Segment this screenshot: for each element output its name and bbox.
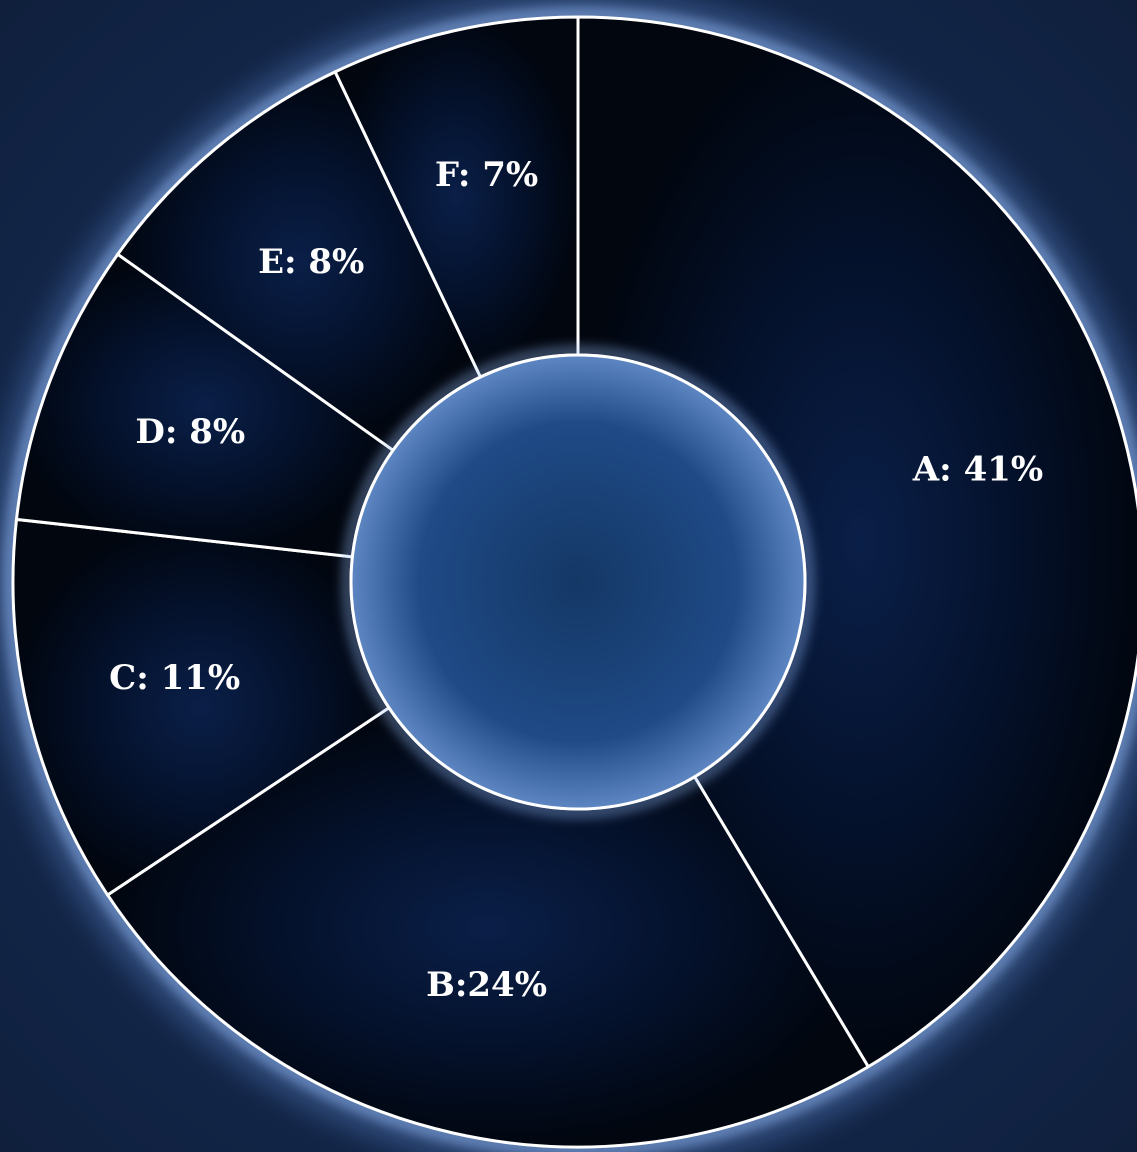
slice-label-e: E: 8% [258,242,364,282]
slice-label-b: B:24% [426,965,547,1005]
slice-label-a: A: 41% [912,449,1043,489]
center-hole-glow [343,347,813,817]
outer-glow-ring [4,8,1137,1152]
labels-group: A: 41% B:24% C: 11% D: 8% E: 8% F: 7% [109,155,1043,1005]
center-hole [349,353,807,811]
slice-label-d: D: 8% [135,412,245,452]
slice-label-c: C: 11% [109,658,240,698]
slice-label-f: F: 7% [435,155,538,195]
